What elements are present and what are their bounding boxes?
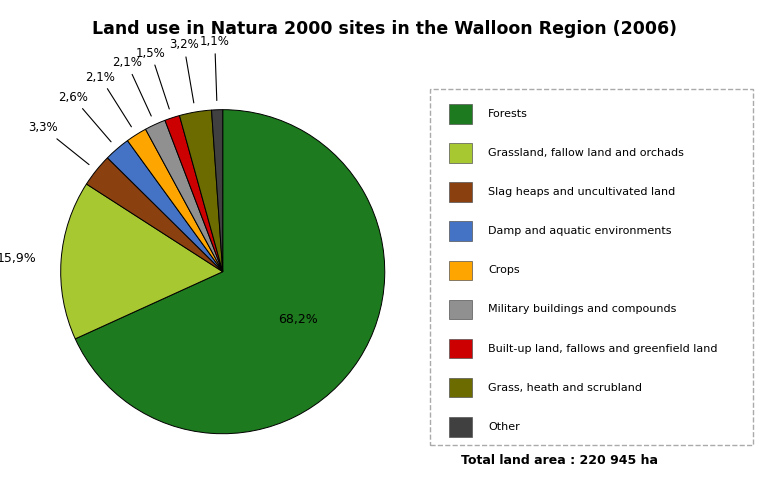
Text: 1,5%: 1,5% — [136, 46, 169, 109]
Text: Forests: Forests — [488, 109, 528, 119]
Text: Built-up land, fallows and greenfield land: Built-up land, fallows and greenfield la… — [488, 343, 717, 354]
Text: Crops: Crops — [488, 265, 520, 275]
Bar — [449, 104, 472, 124]
Text: Total land area : 220 945 ha: Total land area : 220 945 ha — [461, 454, 658, 467]
Bar — [449, 260, 472, 280]
Text: 3,2%: 3,2% — [169, 39, 199, 103]
Text: Slag heaps and uncultivated land: Slag heaps and uncultivated land — [488, 187, 675, 197]
Wedge shape — [127, 129, 223, 272]
Text: Land use in Natura 2000 sites in the Walloon Region (2006): Land use in Natura 2000 sites in the Wal… — [91, 20, 677, 38]
Bar — [449, 378, 472, 398]
Wedge shape — [108, 141, 223, 272]
Text: 3,3%: 3,3% — [28, 122, 89, 165]
Text: 2,1%: 2,1% — [85, 71, 131, 127]
Text: 1,1%: 1,1% — [200, 35, 230, 100]
Wedge shape — [146, 121, 223, 272]
Bar — [449, 300, 472, 319]
Wedge shape — [180, 110, 223, 272]
Text: Other: Other — [488, 422, 520, 432]
Wedge shape — [211, 110, 223, 272]
Text: 2,6%: 2,6% — [58, 91, 111, 142]
Wedge shape — [75, 110, 385, 434]
Wedge shape — [87, 158, 223, 272]
Bar — [449, 339, 472, 358]
Wedge shape — [165, 116, 223, 272]
Text: Military buildings and compounds: Military buildings and compounds — [488, 304, 677, 315]
Bar — [449, 417, 472, 437]
Text: Damp and aquatic environments: Damp and aquatic environments — [488, 226, 672, 236]
Text: Grass, heath and scrubland: Grass, heath and scrubland — [488, 383, 642, 393]
Text: Grassland, fallow land and orchads: Grassland, fallow land and orchads — [488, 148, 684, 158]
Bar — [449, 143, 472, 163]
Text: 15,9%: 15,9% — [0, 252, 37, 265]
Wedge shape — [61, 184, 223, 339]
Text: 68,2%: 68,2% — [278, 313, 317, 327]
Bar — [449, 221, 472, 241]
Text: 2,1%: 2,1% — [112, 56, 151, 116]
Bar — [449, 182, 472, 202]
